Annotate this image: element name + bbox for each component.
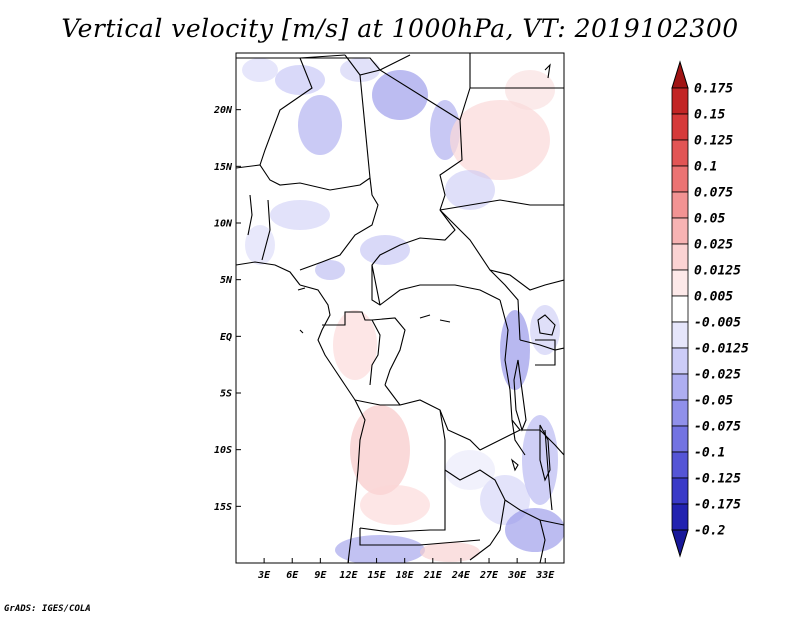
country-borders	[236, 53, 564, 563]
colorbar-band	[671, 87, 689, 115]
lon-tick-label: 30E	[507, 570, 527, 581]
colorbar-label: -0.075	[694, 420, 741, 435]
colorbar-band	[671, 347, 689, 375]
colorbar-band	[671, 373, 689, 401]
colorbar-label: -0.005	[694, 316, 741, 331]
lon-tick-label: 21E	[423, 570, 443, 581]
colorbar-band	[671, 295, 689, 323]
colorbar-band	[671, 191, 689, 219]
colorbar-label: 0.005	[694, 290, 733, 305]
colorbar-band	[671, 269, 689, 297]
colorbar-label: -0.2	[694, 524, 725, 539]
colorbar: 0.175 0.15 0.125 0.1 0.075 0.05 0.025 0.0125 0.0…	[671, 60, 749, 558]
colorbar-bottom-arrow	[671, 529, 689, 558]
lon-tick-label: 6E	[286, 570, 299, 581]
colorbar-band	[671, 165, 689, 193]
colorbar-label: -0.05	[694, 394, 733, 409]
colorbar-band	[671, 217, 689, 245]
lon-tick-label: 18E	[396, 570, 415, 581]
colorbar-band	[671, 503, 689, 531]
colorbar-band	[671, 425, 689, 453]
colorbar-label: 0.175	[694, 82, 733, 97]
chart-title: Vertical velocity [m/s] at 1000hPa, VT: …	[61, 14, 739, 43]
lon-tick-label: 27E	[479, 570, 499, 581]
lon-tick-label: 12E	[339, 570, 358, 581]
colorbar-label: 0.025	[694, 238, 733, 253]
lat-tick-label: 5N	[220, 275, 233, 286]
lat-tick-label: 15N	[214, 162, 233, 173]
lat-tick-label: 10N	[214, 219, 233, 230]
latitude-ticks: 20N 15N 10N 5N EQ 5S 10S 15S	[213, 105, 241, 513]
colorbar-label: -0.025	[694, 368, 741, 383]
colorbar-band	[671, 243, 689, 271]
colorbar-label: 0.05	[694, 212, 725, 227]
lat-tick-label: EQ	[220, 332, 232, 343]
colorbar-label: -0.125	[694, 472, 741, 487]
lat-tick-label: 20N	[213, 105, 233, 116]
colorbar-band	[671, 139, 689, 167]
colorbar-top-arrow	[671, 60, 689, 89]
colorbar-label: -0.1	[694, 446, 725, 461]
colorbar-band	[671, 321, 689, 349]
colorbar-label: 0.1	[694, 160, 717, 175]
longitude-ticks: 3E 6E 9E 12E 15E 18E 21E 24E 27E 30E 33E	[257, 558, 555, 581]
lon-tick-label: 9E	[314, 570, 327, 581]
colorbar-label: 0.0125	[694, 264, 741, 279]
lon-tick-label: 24E	[451, 570, 471, 581]
map-frame	[235, 52, 565, 564]
footer-credit: GrADS: IGES/COLA	[4, 604, 91, 614]
colorbar-label: 0.125	[694, 134, 733, 149]
velocity-field	[242, 58, 564, 563]
colorbar-label: 0.15	[694, 108, 725, 123]
colorbar-band	[671, 451, 689, 479]
lat-tick-label: 5S	[220, 389, 232, 400]
colorbar-label: -0.175	[694, 498, 741, 513]
colorbar-label: -0.0125	[694, 342, 749, 357]
colorbar-band	[671, 477, 689, 505]
colorbar-label: 0.075	[694, 186, 733, 201]
lon-tick-label: 33E	[535, 570, 555, 581]
lon-tick-label: 3E	[257, 570, 271, 581]
colorbar-band	[671, 399, 689, 427]
lon-tick-label: 15E	[368, 570, 387, 581]
lat-tick-label: 10S	[214, 445, 232, 456]
colorbar-band	[671, 113, 689, 141]
lat-tick-label: 15S	[214, 502, 232, 513]
